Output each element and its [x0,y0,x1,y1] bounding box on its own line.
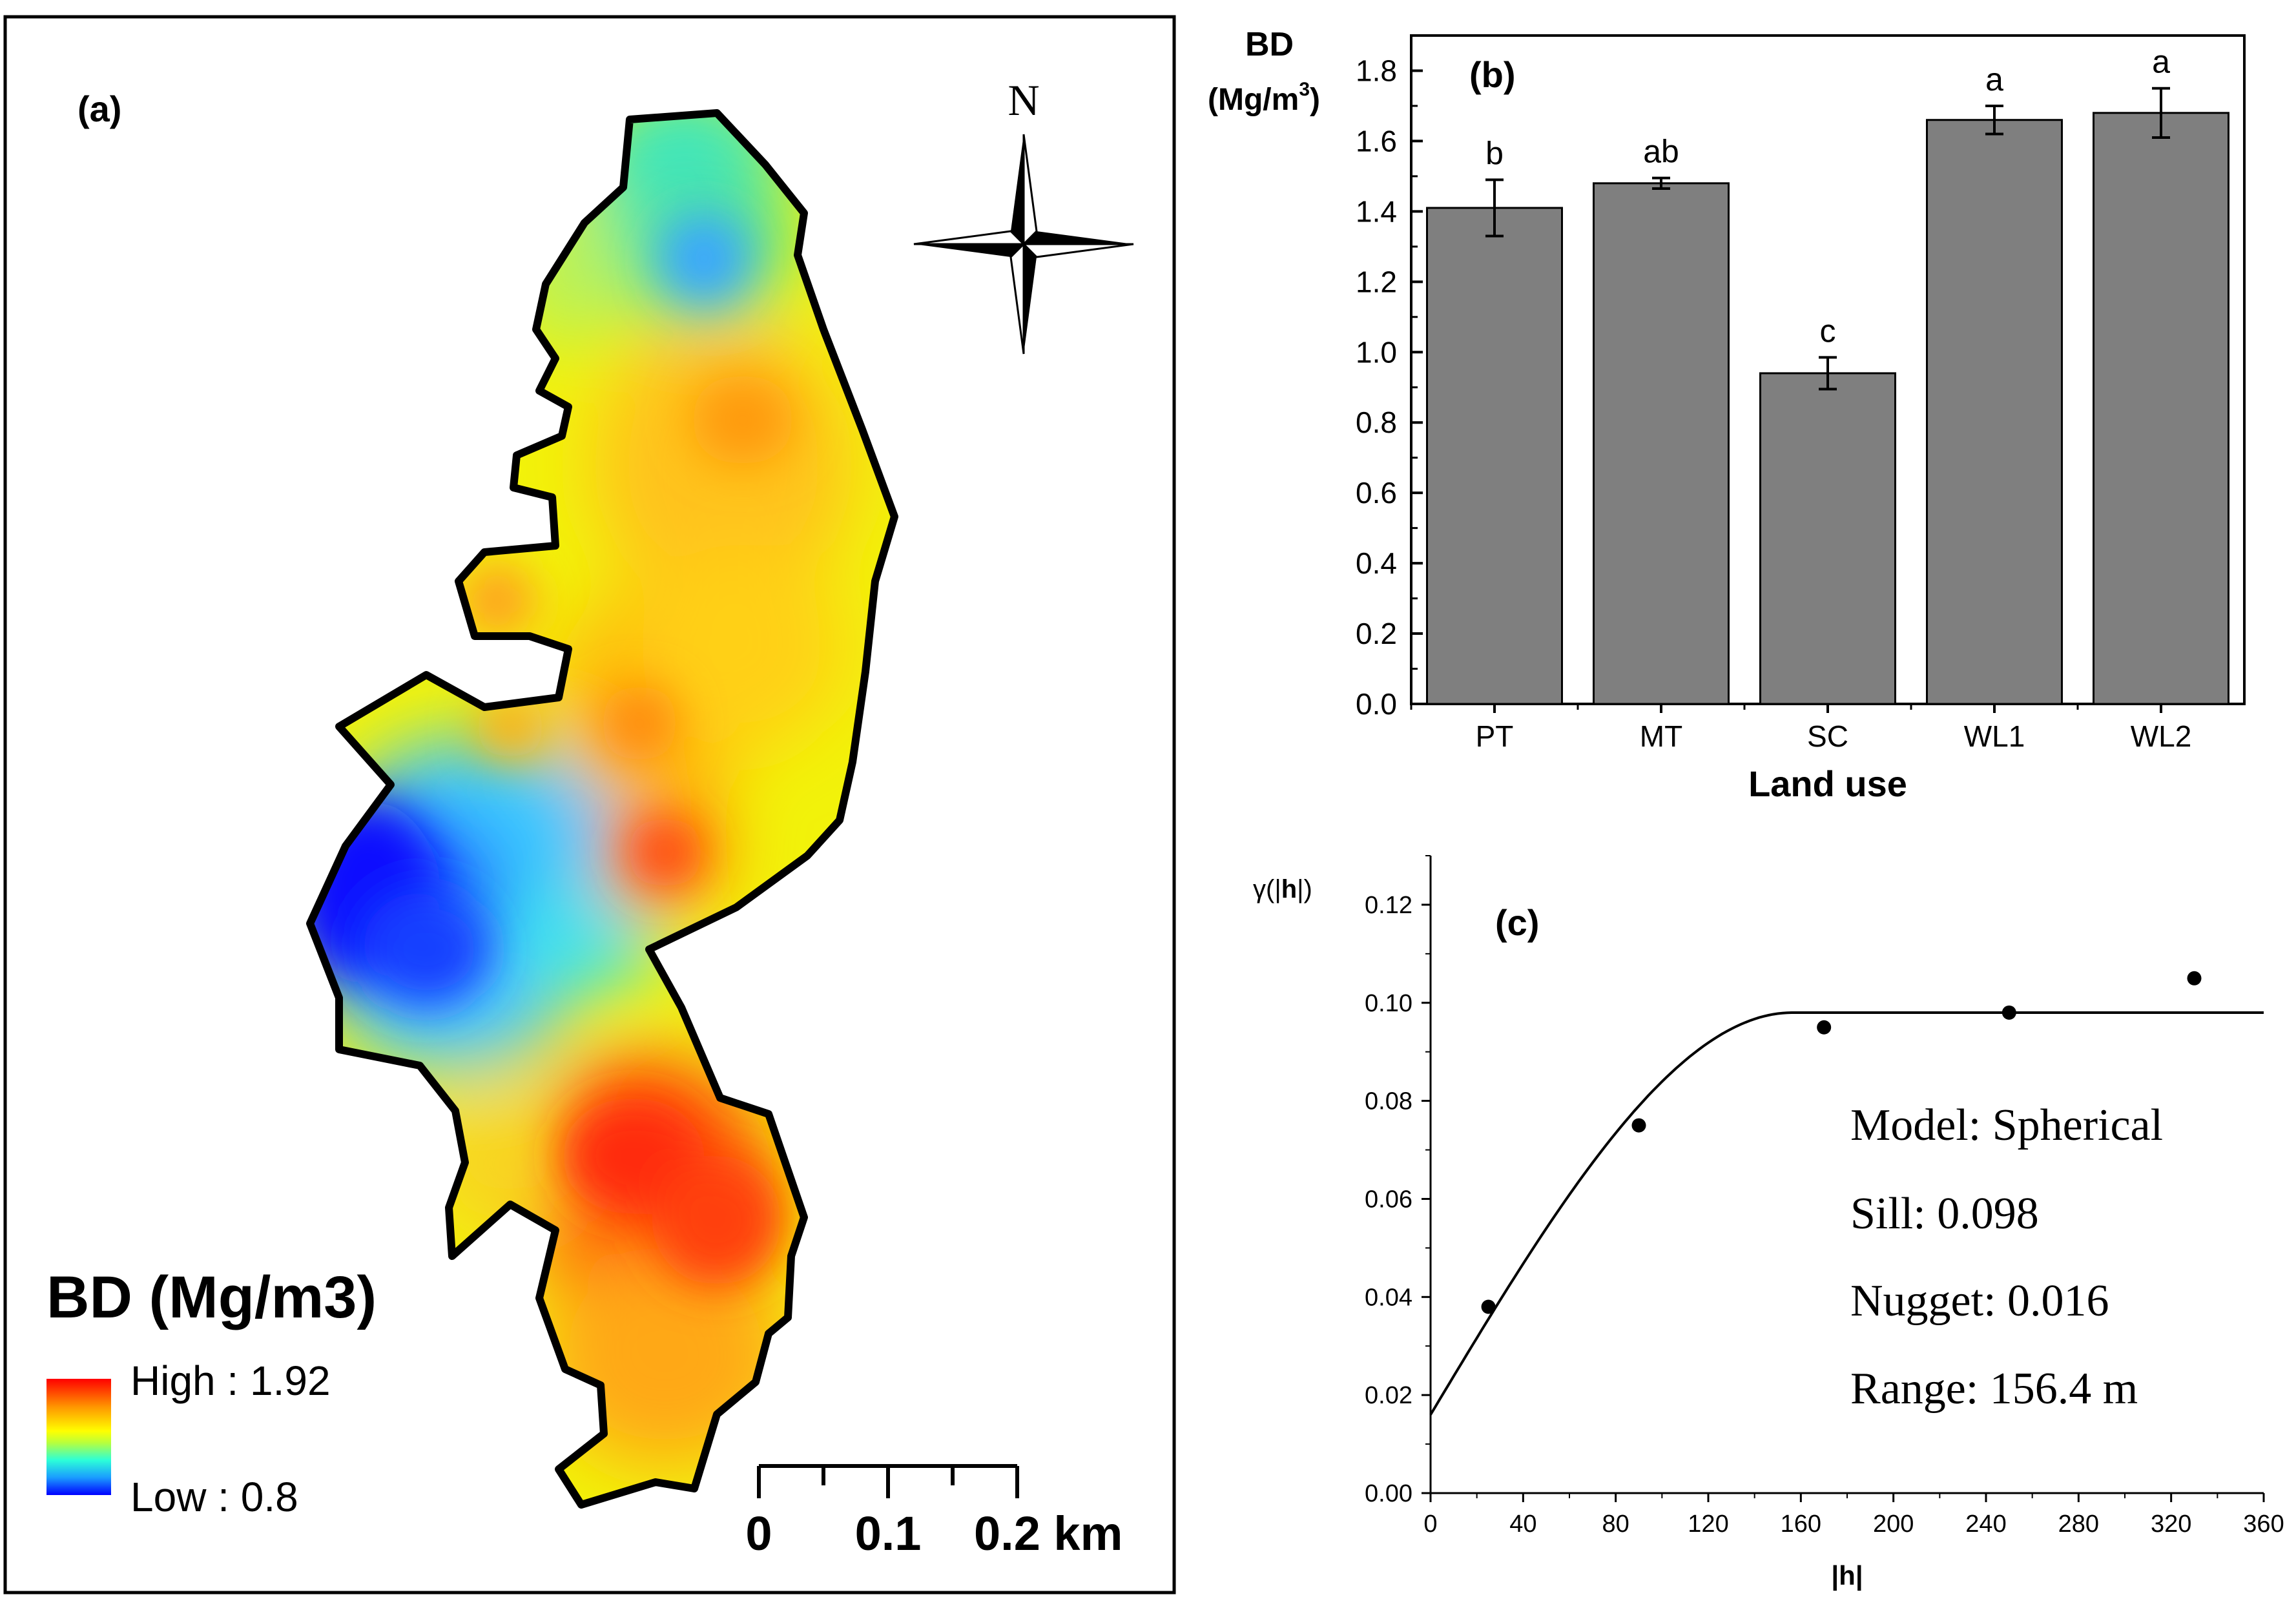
bar-y-tick-label: 0.0 [1356,687,1397,721]
bar-y-tick-label: 0.4 [1356,546,1397,580]
bar-x-tick-label: MT [1640,719,1682,753]
semivariance-point [2187,971,2202,986]
vario-y-tick-label: 0.12 [1365,892,1412,919]
scale-tick-1: 0.1 [855,1507,922,1560]
sill-text: Sill: 0.098 [1850,1189,2039,1239]
significance-letter: ab [1643,134,1679,170]
vario-x-tick-label: 0 [1423,1511,1437,1538]
bar [1426,207,1563,705]
bar [1759,372,1896,705]
semivariance-point [2001,1005,2016,1020]
vario-y-tick-label: 0.10 [1365,990,1412,1017]
vario-x-axis-title: |h| [1831,1560,1863,1591]
panel-a-label: (a) [78,88,121,129]
bar-x-axis-title: Land use [1748,763,1907,804]
legend-high: High : 1.92 [130,1357,331,1404]
north-label: N [1008,76,1039,125]
spherical-model-curve [1429,1011,2264,1416]
significance-letter: b [1485,135,1504,171]
semivariance-point [1481,1299,1496,1314]
significance-letter: c [1820,313,1836,349]
scale-bar [757,1464,1019,1498]
vario-y-tick-label: 0.02 [1365,1382,1412,1409]
map-panel: (a) N BD (Mg/m3) High : 1.92 Low : 0.8 0… [3,15,1176,1595]
vario-x-tick-label: 320 [2151,1511,2191,1538]
bar-y-tick-label: 0.6 [1356,476,1397,510]
bar-y-tick-label: 1.8 [1356,54,1397,87]
bar-x-tick-label: WL2 [2131,719,2192,753]
bar [1593,182,1730,705]
vario-y-tick-label: 0.00 [1365,1480,1412,1507]
vario-x-tick-label: 80 [1602,1511,1629,1538]
bar-y-tick-label: 1.0 [1356,335,1397,369]
panel-b-label: (b) [1469,54,1516,95]
vario-y-tick-label: 0.06 [1365,1186,1412,1213]
semivariance-point [1631,1118,1646,1133]
bar-y-tick-label: 1.6 [1356,124,1397,158]
bar-y-tick-label: 1.2 [1356,265,1397,298]
panel-c-label: (c) [1495,902,1539,943]
bar-chart-panel: BD (Mg/m3) (b) 0.0 0.2 0.4 0.6 0.8 1.0 1.2 1.4 1… [1208,26,2246,804]
bar [2093,112,2229,705]
vario-y-tick-label: 0.04 [1365,1284,1412,1311]
north-arrow-icon [913,134,1134,355]
significance-letter: a [1985,61,2003,98]
bar-y-tick-label: 0.2 [1356,617,1397,650]
vario-x-tick-label: 40 [1509,1511,1536,1538]
bar-y-tick-label: 1.4 [1356,194,1397,228]
legend-title: BD (Mg/m3) [47,1264,377,1330]
bar-y-tick-label: 0.8 [1356,406,1397,439]
bar-x-tick-label: WL1 [1964,719,2025,753]
semivariogram-panel: γ(|h|) (c) 0.00 0.02 0.04 0.06 0.08 0.10 0.12 0… [1253,855,2284,1591]
bar-x-tick-label: PT [1476,719,1514,753]
range-text: Range: 156.4 m [1850,1364,2138,1414]
vario-x-tick-label: 360 [2243,1511,2284,1538]
bar-y-title-line1: BD [1245,26,1294,63]
bar-y-title-line2: (Mg/m3) [1208,79,1320,117]
significance-letter: a [2152,44,2170,80]
bar-x-tick-label: SC [1807,719,1848,753]
vario-y-tick-label: 0.08 [1365,1088,1412,1115]
nugget-text: Nugget: 0.016 [1850,1276,2109,1326]
scale-tick-2: 0.2 km [974,1507,1122,1560]
legend-low: Low : 0.8 [130,1474,298,1520]
vario-x-tick-label: 200 [1873,1511,1914,1538]
model-text: Model: Spherical [1850,1100,2163,1150]
legend-color-ramp [47,1379,111,1495]
vario-x-tick-label: 120 [1688,1511,1728,1538]
vario-y-title: γ(|h|) [1253,875,1312,903]
bar [1926,119,2063,705]
scale-tick-0: 0 [745,1507,772,1560]
vario-x-tick-label: 280 [2058,1511,2099,1538]
semivariance-point [1817,1020,1832,1035]
vario-x-tick-label: 160 [1781,1511,1821,1538]
vario-x-tick-label: 240 [1965,1511,2006,1538]
